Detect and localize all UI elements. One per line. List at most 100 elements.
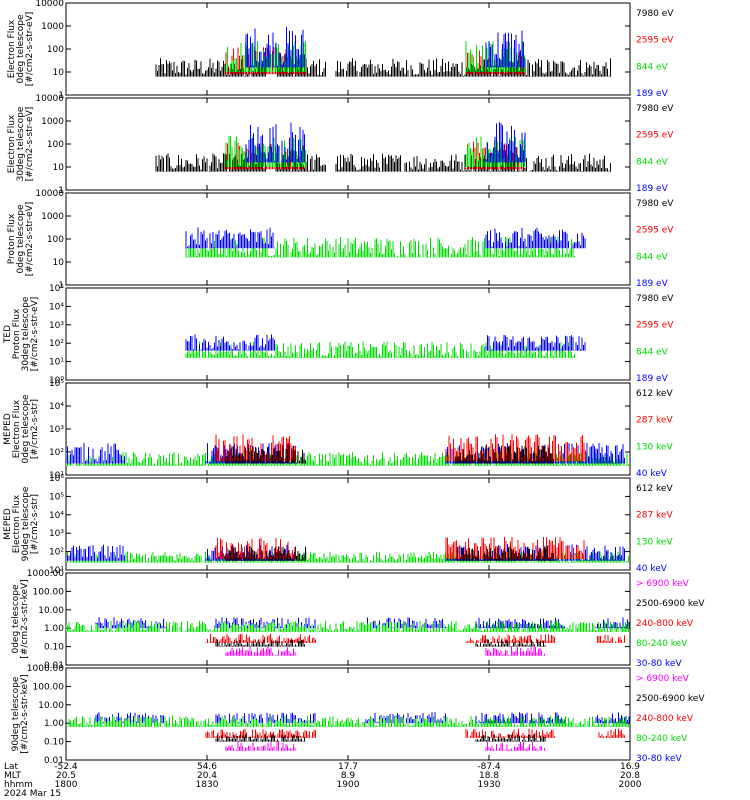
series-trace — [66, 715, 629, 727]
panels-group: 1 10 100 1000 10000 Electron Flux 0deg telesco… — [3, 0, 705, 766]
legend-entry: 189 eV — [636, 374, 669, 384]
y-tick-label: 10⁵ — [49, 492, 64, 502]
y-tick-label: 100 — [47, 45, 64, 55]
series-trace — [475, 639, 546, 647]
series-trace — [475, 617, 565, 629]
panel-5: 10¹ 10² 10³ 10⁴ 10⁵ MEPED Electron Flux 0deg te… — [3, 379, 673, 481]
legend-entry: 2595 eV — [636, 226, 674, 236]
y-axis-label: 90deg telescope — [11, 676, 21, 751]
y-axis-label: [#/cm2-s-str-keV] — [20, 579, 30, 658]
y-axis-label: [#/cm2-s-str-eV] — [25, 12, 35, 87]
y-tick-label: 10² — [49, 448, 64, 458]
x-tick-label-lat: -87.4 — [477, 762, 501, 772]
legend-entry: 7980 eV — [636, 9, 674, 19]
legend-entry: 7980 eV — [636, 294, 674, 304]
legend-entry: 240-800 keV — [636, 619, 694, 629]
y-tick-label: 10¹ — [49, 566, 64, 576]
data-traces — [155, 122, 611, 172]
legend-entry: 130 keV — [636, 537, 673, 547]
y-tick-label: 100 — [47, 140, 64, 150]
y-tick-label: 1.00 — [44, 719, 64, 729]
y-axis-label: Proton Flux — [7, 213, 17, 264]
legend-entry: > 6900 keV — [636, 579, 690, 589]
y-axis-label: Proton Flux — [12, 308, 22, 359]
data-traces — [66, 434, 629, 466]
y-axis-label: MEPED — [3, 413, 13, 445]
legend-entry: > 6900 keV — [636, 674, 690, 684]
x-tick-label-hhmm: 1900 — [337, 780, 360, 790]
y-tick-label: 1000 — [41, 117, 64, 127]
legend-entry: 189 eV — [636, 279, 669, 289]
y-axis-label: 90deg telescope — [21, 486, 31, 561]
y-tick-label: 0.10 — [44, 643, 64, 653]
panel-1: 1 10 100 1000 10000 Electron Flux 0deg telesco… — [7, 0, 674, 101]
y-axis-label: [#/cm2-s-str-eV] — [25, 202, 35, 277]
legend-entry: 189 eV — [636, 89, 669, 99]
y-tick-label: 0.01 — [44, 661, 64, 671]
series-trace — [465, 634, 555, 643]
x-tick-label-lat: 16.9 — [620, 762, 640, 772]
y-axis-label: 30deg telescope — [16, 106, 26, 181]
y-axis-label: MEPED — [3, 508, 13, 540]
y-tick-label: 0.10 — [44, 738, 64, 748]
y-tick-label: 100.00 — [33, 587, 65, 597]
y-axis-label: Electron Flux — [12, 494, 22, 553]
y-tick-label: 100.00 — [33, 682, 65, 692]
panel-6: 10¹ 10² 10³ 10⁴ 10⁵ 10⁶ MEPED Electron Flux 90de… — [3, 474, 673, 576]
y-axis-label: 0deg telescope — [16, 204, 26, 274]
legend-entry: 240-800 keV — [636, 714, 694, 724]
series-trace — [225, 546, 306, 561]
y-tick-label: 10.00 — [38, 606, 64, 616]
series-trace — [66, 620, 629, 632]
y-axis-label: 0deg telescope — [16, 14, 26, 84]
y-axis-label: [#/cm2-s-str-keV] — [20, 674, 30, 753]
legend-entry: 2595 eV — [636, 131, 674, 141]
y-tick-label: 10⁴ — [49, 402, 64, 412]
legend-entry: 189 eV — [636, 184, 669, 194]
y-tick-label: 0.01 — [44, 756, 64, 766]
y-tick-label: 1 — [58, 186, 64, 196]
x-tick-label-lat: 54.6 — [197, 762, 217, 772]
series-trace — [205, 633, 316, 643]
x-tick-label-hhmm: 1830 — [196, 780, 219, 790]
y-tick-label: 10⁴ — [49, 302, 64, 312]
y-axis-label: [#/cm2-s-str] — [30, 494, 40, 554]
data-traces — [185, 334, 586, 358]
legend-entry: 844 eV — [636, 347, 669, 357]
series-trace — [485, 30, 526, 68]
y-tick-label: 10⁵ — [49, 379, 64, 389]
series-trace — [485, 227, 586, 249]
series-trace — [485, 122, 526, 163]
plot-frame — [65, 667, 631, 761]
legend-entry: 612 keV — [636, 389, 673, 399]
legend-entry: 80-240 keV — [636, 734, 688, 744]
y-tick-label: 10 — [53, 163, 65, 173]
y-tick-label: 1000.00 — [27, 569, 64, 579]
y-tick-label: 100 — [47, 235, 64, 245]
panel-4: 10⁰ 10¹ 10² 10³ 10⁴ 10⁵ TED Proton Flux 30deg te… — [3, 284, 674, 386]
y-tick-label: 10² — [49, 339, 64, 349]
series-trace — [455, 546, 556, 561]
legend-entry: 844 eV — [636, 252, 669, 262]
series-trace — [475, 734, 546, 742]
y-axis-label: [#/cm2-s-str] — [30, 399, 40, 459]
plot-frame — [65, 2, 631, 96]
x-tick-label-mlt: 20.8 — [620, 771, 640, 781]
x-tick-label-lat: -52.4 — [54, 762, 78, 772]
x-tick-label-mlt: 20.4 — [197, 771, 217, 781]
series-trace — [225, 741, 296, 751]
y-tick-label: 10000 — [35, 0, 64, 9]
y-tick-label: 1 — [58, 91, 64, 101]
legend-entry: 844 eV — [636, 157, 669, 167]
y-tick-label: 10000 — [35, 94, 64, 104]
legend-entry: 287 keV — [636, 511, 673, 521]
y-tick-label: 10.00 — [38, 701, 64, 711]
panel-3: 1 10 100 1000 10000 Proton Flux 0deg telescope… — [7, 189, 674, 291]
series-trace — [185, 334, 275, 351]
y-tick-label: 10¹ — [49, 358, 64, 368]
y-axis-label: 0deg telescope — [11, 584, 21, 654]
series-trace — [225, 646, 296, 656]
x-tick-label-mlt: 20.5 — [56, 771, 76, 781]
